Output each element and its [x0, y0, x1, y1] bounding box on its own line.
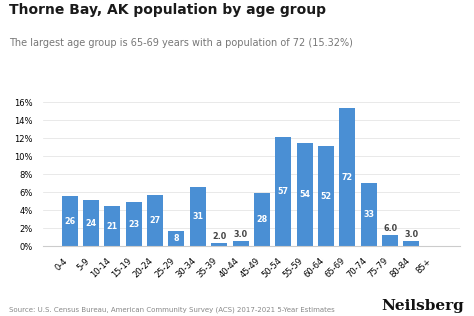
Bar: [190, 187, 206, 246]
Text: 28: 28: [256, 215, 267, 224]
Bar: [233, 241, 248, 246]
Text: 27: 27: [149, 216, 161, 225]
Text: 2.0: 2.0: [212, 232, 226, 241]
Bar: [382, 235, 398, 246]
Text: 3.0: 3.0: [404, 230, 419, 239]
Text: 21: 21: [107, 222, 118, 231]
Bar: [361, 183, 377, 246]
Text: 54: 54: [299, 190, 310, 199]
Bar: [275, 137, 292, 246]
Text: 23: 23: [128, 220, 139, 229]
Bar: [62, 197, 78, 246]
Bar: [126, 202, 142, 246]
Text: 3.0: 3.0: [234, 230, 247, 239]
Bar: [83, 200, 99, 246]
Bar: [318, 146, 334, 246]
Text: 33: 33: [363, 210, 374, 219]
Bar: [403, 241, 419, 246]
Text: Thorne Bay, AK population by age group: Thorne Bay, AK population by age group: [9, 3, 327, 17]
Text: 26: 26: [64, 217, 75, 226]
Bar: [147, 195, 163, 246]
Bar: [339, 108, 356, 246]
Text: 31: 31: [192, 212, 203, 221]
Text: Source: U.S. Census Bureau, American Community Survey (ACS) 2017-2021 5-Year Est: Source: U.S. Census Bureau, American Com…: [9, 306, 335, 313]
Bar: [104, 206, 120, 246]
Bar: [297, 143, 313, 246]
Text: 6.0: 6.0: [383, 224, 397, 233]
Text: 72: 72: [342, 173, 353, 182]
Text: 52: 52: [320, 192, 331, 201]
Text: 57: 57: [278, 187, 289, 196]
Bar: [168, 231, 184, 246]
Text: The largest age group is 65-69 years with a population of 72 (15.32%): The largest age group is 65-69 years wit…: [9, 38, 353, 48]
Bar: [254, 192, 270, 246]
Bar: [211, 243, 227, 246]
Text: 8: 8: [173, 234, 179, 243]
Text: Neilsberg: Neilsberg: [382, 299, 465, 313]
Text: 24: 24: [85, 219, 97, 228]
